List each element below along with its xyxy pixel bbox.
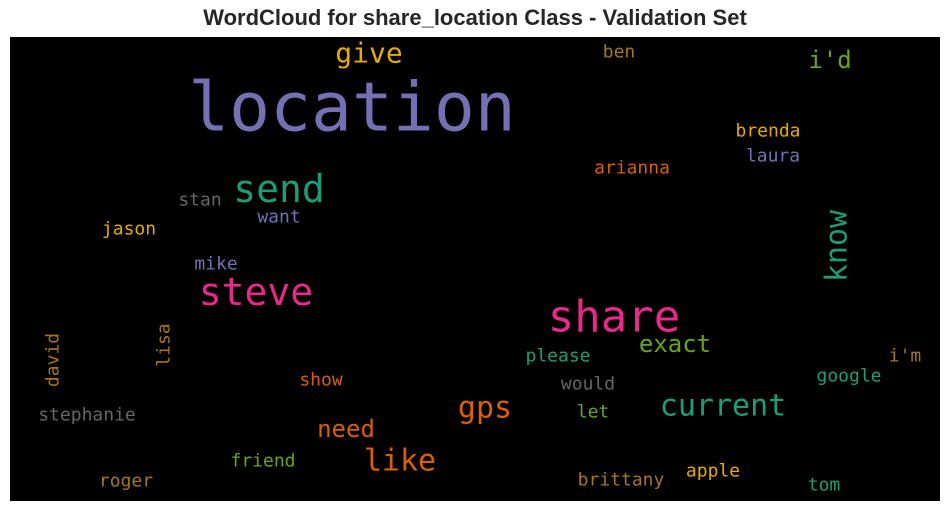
- word-gps: gps: [458, 391, 512, 426]
- word-google: google: [816, 366, 881, 387]
- word-share: share: [548, 292, 680, 343]
- word-location: location: [188, 69, 516, 148]
- word-stan: stan: [178, 190, 221, 211]
- word-cloud-canvas: location share steve send know current gpslike…: [38, 37, 922, 496]
- word-tom: tom: [808, 475, 841, 496]
- word-friend: friend: [230, 451, 295, 472]
- word-jason: jason: [102, 219, 156, 240]
- word-need: need: [317, 415, 375, 443]
- word-i-d: i'd: [808, 46, 851, 74]
- word-current: current: [660, 389, 786, 424]
- word-mike: mike: [194, 254, 237, 275]
- word-i-m: i'm: [889, 346, 922, 367]
- chart-title: WordCloud for share_location Class - Val…: [203, 5, 747, 30]
- word-steve: steve: [199, 270, 313, 314]
- word-please: please: [525, 346, 590, 367]
- word-give: give: [335, 37, 402, 70]
- word-laura: laura: [746, 146, 800, 167]
- word-cloud: location share steve send know current gps like…: [10, 37, 940, 501]
- word-lisa: lisa: [154, 323, 175, 366]
- word-want: want: [257, 207, 300, 228]
- word-apple: apple: [686, 461, 740, 482]
- word-arianna: arianna: [594, 158, 670, 179]
- word-send: send: [233, 167, 325, 211]
- word-know: know: [820, 209, 855, 282]
- word-let: let: [577, 402, 610, 423]
- word-stephanie: stephanie: [38, 405, 136, 426]
- word-exact: exact: [639, 330, 711, 358]
- word-would: would: [561, 374, 615, 395]
- word-roger: roger: [99, 471, 153, 492]
- word-brittany: brittany: [578, 470, 665, 491]
- word-david: david: [43, 333, 64, 387]
- word-like: like: [364, 444, 436, 479]
- word-show: show: [299, 370, 343, 391]
- word-ben: ben: [603, 42, 636, 63]
- word-brenda: brenda: [735, 121, 800, 142]
